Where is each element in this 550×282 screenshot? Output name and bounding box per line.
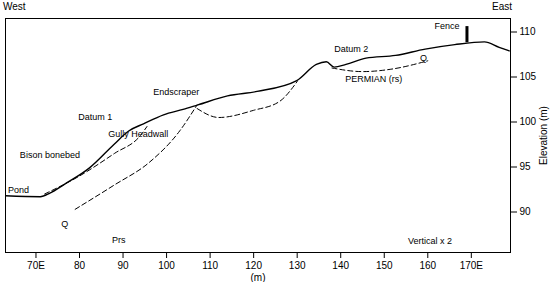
svg-text:160: 160 xyxy=(419,260,436,271)
svg-text:Q: Q xyxy=(420,53,427,63)
html-text:East: East xyxy=(492,1,512,12)
svg-text:130: 130 xyxy=(289,260,306,271)
svg-text:Datum 2: Datum 2 xyxy=(334,44,368,54)
html-text:West: West xyxy=(3,1,26,12)
svg-text:80: 80 xyxy=(74,260,86,271)
svg-text:105: 105 xyxy=(520,71,537,82)
svg-text:Fence: Fence xyxy=(435,21,460,31)
svg-text:Bison bonebed: Bison bonebed xyxy=(20,150,80,160)
svg-text:Prs: Prs xyxy=(112,235,126,245)
svg-text:110: 110 xyxy=(520,26,536,37)
svg-text:Q: Q xyxy=(61,219,68,229)
svg-text:110: 110 xyxy=(202,260,218,271)
svg-text:170E: 170E xyxy=(460,260,484,271)
svg-text:Vertical x 2: Vertical x 2 xyxy=(408,236,452,246)
svg-text:Gully Headwall: Gully Headwall xyxy=(108,129,168,139)
svg-text:(m): (m) xyxy=(251,272,266,282)
svg-text:Endscraper: Endscraper xyxy=(153,87,199,97)
svg-text:150: 150 xyxy=(376,260,393,271)
svg-text:Elevation (m): Elevation (m) xyxy=(538,106,549,165)
svg-text:95: 95 xyxy=(520,161,532,172)
svg-text:70E: 70E xyxy=(27,260,45,271)
svg-text:PERMIAN (rs): PERMIAN (rs) xyxy=(345,74,402,84)
svg-text:140: 140 xyxy=(332,260,349,271)
svg-text:90: 90 xyxy=(117,260,129,271)
svg-text:120: 120 xyxy=(245,260,262,271)
svg-text:Pond: Pond xyxy=(8,185,29,195)
svg-text:90: 90 xyxy=(520,206,532,217)
svg-text:100: 100 xyxy=(520,116,537,127)
svg-text:100: 100 xyxy=(158,260,175,271)
svg-text:Datum 1: Datum 1 xyxy=(78,112,112,122)
